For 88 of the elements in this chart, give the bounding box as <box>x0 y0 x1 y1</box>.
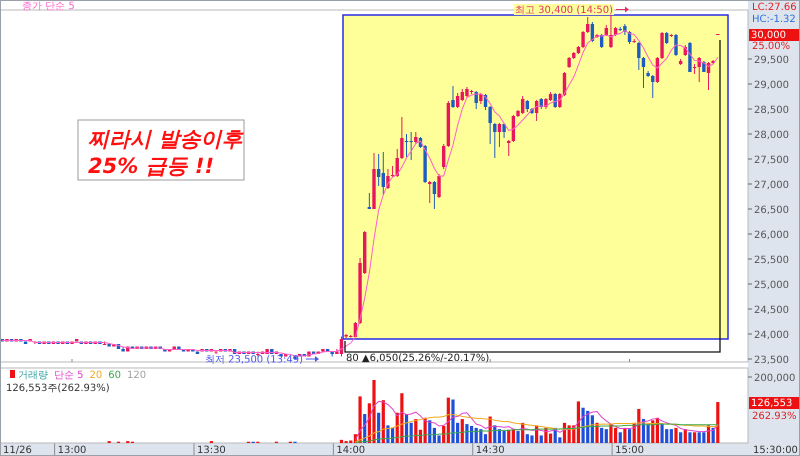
candlestick <box>526 100 530 112</box>
legend-label: 120 <box>127 370 146 381</box>
candlestick <box>540 98 543 110</box>
candlestick <box>488 106 492 144</box>
text: LC:27.66 <box>752 2 797 13</box>
text: 262.93% <box>752 411 796 422</box>
candlestick <box>586 16 590 34</box>
y-tick-label: 29,500 <box>754 55 789 66</box>
x-tick-label: 14:30 <box>476 445 505 456</box>
annotation: 최고 30,400 (14:50) <box>515 5 614 16</box>
candlestick <box>604 24 608 36</box>
candlestick <box>414 132 418 144</box>
bar <box>628 429 632 443</box>
candlestick <box>442 144 446 170</box>
annotation: 최저 23,500 (13:49) <box>205 354 304 366</box>
x-tick-label: 13:00 <box>58 445 86 456</box>
bar <box>460 419 464 443</box>
x-tick-label: 13:30 <box>196 445 226 456</box>
annotation: 80 ▲6,050(25.26%/-20.17%) <box>346 353 490 364</box>
bar <box>502 431 506 443</box>
candlestick <box>692 64 696 74</box>
text: HC:-1.32 <box>752 14 796 25</box>
bar <box>382 400 385 443</box>
annotation: 찌라시 발송이후 25% 급등 !! <box>88 127 244 178</box>
bar <box>712 428 715 443</box>
bar <box>540 435 543 443</box>
x-tick-label: 15:00 <box>615 445 644 456</box>
bar <box>692 432 696 443</box>
y-tick-label: 28,000 <box>754 130 789 141</box>
candlestick <box>479 92 483 104</box>
text: 30,000 <box>751 30 786 41</box>
candlestick <box>428 180 432 204</box>
bar <box>679 432 682 443</box>
candlestick <box>390 166 394 178</box>
bar <box>516 431 520 443</box>
bar <box>614 428 618 443</box>
candlestick <box>507 140 510 156</box>
y-tick-label: 27,000 <box>754 180 789 191</box>
bar <box>674 428 678 443</box>
y-tick-label: 28,500 <box>754 105 789 116</box>
candlestick <box>493 122 496 158</box>
bar <box>688 432 692 443</box>
bar <box>716 402 720 443</box>
y-tick-label: 24,000 <box>754 330 789 341</box>
candlestick <box>400 116 404 160</box>
candlestick <box>432 180 436 210</box>
candlestick <box>502 122 506 138</box>
candlestick <box>498 122 502 148</box>
annotation: 126,553주(262.93%) <box>6 383 110 394</box>
text: 200,000 <box>754 373 796 384</box>
candlestick <box>590 22 594 42</box>
legend-label: 거래량 <box>18 370 48 381</box>
text: 11/26 <box>3 445 32 456</box>
candlestick <box>567 56 571 68</box>
y-tick-label: 25,500 <box>754 255 789 266</box>
x-tick-label: 14:00 <box>336 445 366 456</box>
candlestick <box>656 56 660 84</box>
candlestick <box>651 74 654 98</box>
y-tick-label: 26,500 <box>754 205 789 216</box>
candlestick <box>553 92 557 108</box>
candlestick <box>409 132 413 160</box>
text: 20 <box>90 370 102 381</box>
text: 15:30:00 <box>753 445 798 456</box>
candlestick <box>534 100 538 122</box>
candlestick <box>396 148 399 178</box>
candlestick <box>637 42 641 70</box>
y-tick-label: 27,500 <box>754 155 789 166</box>
candlestick <box>609 14 613 48</box>
y-tick-label: 26,000 <box>754 230 789 241</box>
candlestick <box>581 30 585 48</box>
bar <box>340 440 344 443</box>
candlestick <box>600 34 604 48</box>
candlestick <box>698 56 701 82</box>
y-tick-label: 24,500 <box>754 305 789 316</box>
text: 126,553 <box>751 398 792 409</box>
candlestick <box>474 90 478 110</box>
text: 25.00% <box>752 41 790 52</box>
candlestick <box>520 96 524 114</box>
candlestick <box>368 192 372 210</box>
candlestick <box>664 32 668 44</box>
y-tick-label: 23,500 <box>754 355 789 366</box>
text: 단순 5 <box>54 370 84 381</box>
text: 종가 단순 5 <box>22 1 75 12</box>
text: 60 <box>108 370 122 381</box>
bar <box>618 432 622 443</box>
bar <box>684 429 687 443</box>
y-tick-label: 29,000 <box>754 80 789 91</box>
y-tick-label: 25,000 <box>754 280 789 291</box>
